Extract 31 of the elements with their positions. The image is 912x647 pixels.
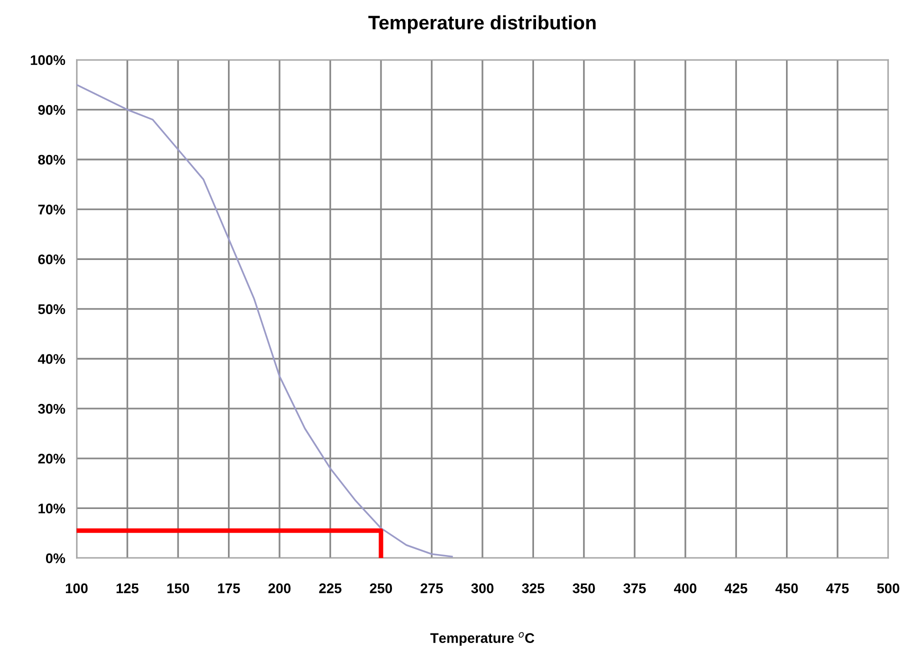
x-tick-label: 275 [420, 583, 443, 594]
x-tick-label: 150 [167, 583, 190, 594]
y-tick-label: 10% [38, 504, 66, 514]
y-tick-label: 0% [46, 553, 66, 564]
x-tick-label: 400 [674, 583, 696, 594]
x-tick-label: 325 [522, 583, 544, 594]
x-tick-label: 225 [319, 583, 342, 594]
x-tick-label: 425 [724, 583, 748, 594]
x-tick-label: 125 [116, 583, 139, 594]
x-tick-label: 300 [471, 583, 494, 594]
y-tick-label: 70% [38, 204, 66, 214]
y-tick-label: 90% [38, 105, 66, 115]
x-tick-label: 500 [877, 583, 900, 594]
y-tick-label: 80% [38, 154, 66, 165]
x-tick-label: 450 [775, 583, 798, 594]
x-tick-label: 475 [826, 584, 849, 594]
x-tick-label: 375 [623, 583, 646, 594]
x-tick-label: 175 [218, 584, 240, 594]
y-tick-label: 50% [38, 304, 66, 314]
x-tick-label: 250 [370, 583, 392, 594]
y-tick-label: 20% [38, 454, 66, 464]
x-tick-label: 350 [572, 583, 595, 594]
chart-title: Temperature distribution [368, 15, 596, 34]
y-tick-label: 40% [38, 354, 66, 364]
x-tick-label: 200 [268, 583, 291, 594]
line-series [76, 84, 453, 558]
y-tick-label: 100% [30, 55, 66, 66]
x-axis-title: Temperature $^{o}$C [430, 632, 534, 646]
y-tick-label: 60% [38, 254, 66, 264]
y-tick-label: 30% [38, 404, 66, 414]
x-tick-label: 100 [66, 583, 88, 594]
